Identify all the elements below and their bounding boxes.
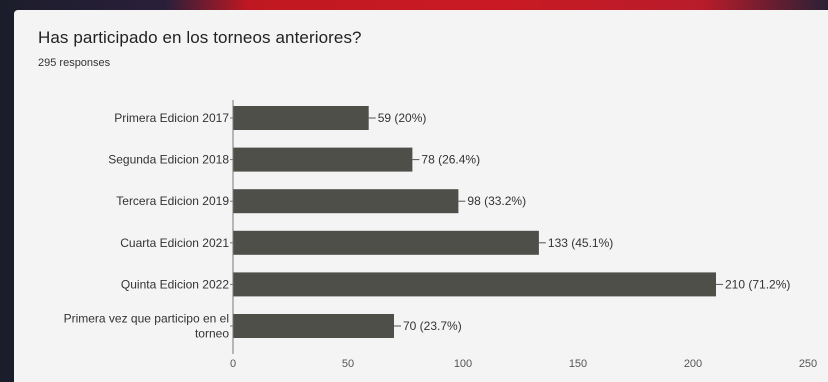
data-label: 59 (20%) [378, 111, 427, 125]
bar-chart: 59 (20%) Primera Edicion 2017 78 (26.4%) Se… [64, 100, 817, 370]
x-tick-label: 250 [799, 358, 817, 370]
bars-group: 59 (20%) Primera Edicion 2017 78 (26.4%) Se… [64, 106, 790, 341]
data-label: 70 (23.7%) [403, 319, 462, 333]
data-label: 133 (45.1%) [548, 236, 613, 250]
bar [233, 230, 539, 255]
x-tick-label: 50 [342, 358, 354, 370]
category-label: Tercera Edicion 2019 [116, 194, 229, 208]
chart-card: Has participado en los torneos anteriore… [14, 10, 828, 382]
category-label: Cuarta Edicion 2021 [120, 236, 229, 250]
bar [233, 106, 369, 130]
bar [233, 272, 716, 297]
category-label: Primera Edicion 2017 [114, 111, 229, 125]
x-tick-label: 150 [569, 358, 587, 370]
category-label: Segunda Edicion 2018 [108, 153, 229, 167]
category-label: torneo [195, 327, 229, 341]
data-label: 210 (71.2%) [725, 277, 790, 291]
bar [233, 314, 394, 338]
data-label: 98 (33.2%) [467, 194, 526, 208]
axis-group: 0 50 100 150 200 250 [230, 100, 817, 370]
data-label: 78 (26.4%) [421, 153, 480, 167]
category-label: Primera vez que participo en el [64, 312, 229, 326]
category-label: Quinta Edicion 2022 [121, 277, 229, 291]
x-tick-label: 0 [230, 358, 236, 370]
bar [233, 147, 413, 172]
x-tick-label: 100 [454, 358, 472, 370]
x-tick-label: 200 [684, 358, 702, 370]
chart-title: Has participado en los torneos anteriore… [38, 28, 362, 47]
responses-count: 295 responses [38, 57, 111, 69]
bar [233, 189, 459, 214]
